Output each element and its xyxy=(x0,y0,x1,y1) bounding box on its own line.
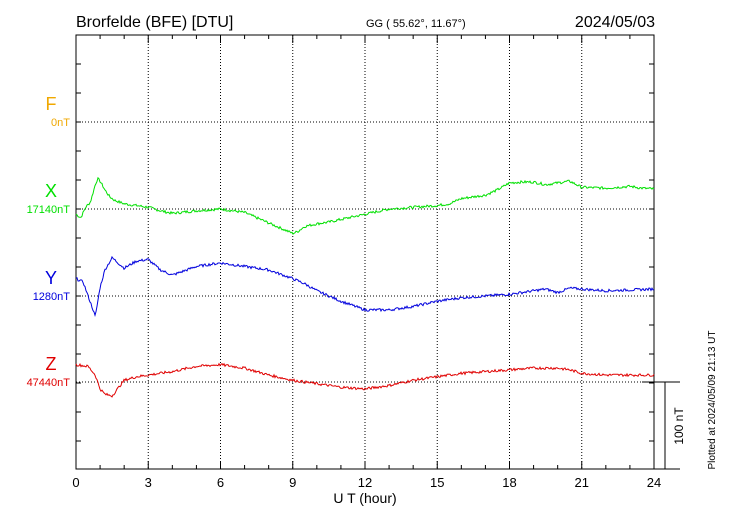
x-tick-label: 24 xyxy=(647,475,661,490)
station-title: Brorfelde (BFE) [DTU] xyxy=(76,14,233,31)
baseline-label-z: 47440nT xyxy=(27,377,71,389)
x-axis-label: U T (hour) xyxy=(333,490,396,506)
series-lines xyxy=(75,176,655,398)
x-tick-label: 21 xyxy=(575,475,589,490)
series-line-y xyxy=(75,255,654,317)
axis-ticks xyxy=(75,34,655,469)
component-label-z: Z xyxy=(46,354,57,374)
baseline-label-x: 17140nT xyxy=(27,204,71,216)
component-labels: F 0nT X 17140nT Y 1280nT Z 47440nT xyxy=(27,94,71,389)
grid-lines xyxy=(76,35,654,469)
series-line-z xyxy=(75,362,655,398)
x-tick-label: 9 xyxy=(289,475,296,490)
x-tick-label: 0 xyxy=(72,475,79,490)
component-label-x: X xyxy=(45,181,57,201)
baseline-label-y: 1280nT xyxy=(33,291,71,303)
baseline-label-f: 0nT xyxy=(51,117,70,129)
x-tick-label: 12 xyxy=(358,475,372,490)
x-tick-labels: 0 3 6 9 12 15 18 21 24 xyxy=(72,475,661,490)
scale-bar-label: 100 nT xyxy=(672,407,686,445)
x-tick-label: 3 xyxy=(145,475,152,490)
x-tick-label: 18 xyxy=(502,475,516,490)
series-line-x xyxy=(75,176,655,235)
x-tick-label: 15 xyxy=(430,475,444,490)
scale-bar xyxy=(642,381,680,470)
date-label: 2024/05/03 xyxy=(575,14,655,31)
geographic-coordinates: GG ( 55.62°, 11.67°) xyxy=(366,18,466,30)
plotted-at-note: Plotted at 2024/05/09 21:13 UT xyxy=(707,331,718,470)
x-tick-label: 6 xyxy=(217,475,224,490)
component-label-f: F xyxy=(46,94,57,114)
component-label-y: Y xyxy=(45,268,57,288)
